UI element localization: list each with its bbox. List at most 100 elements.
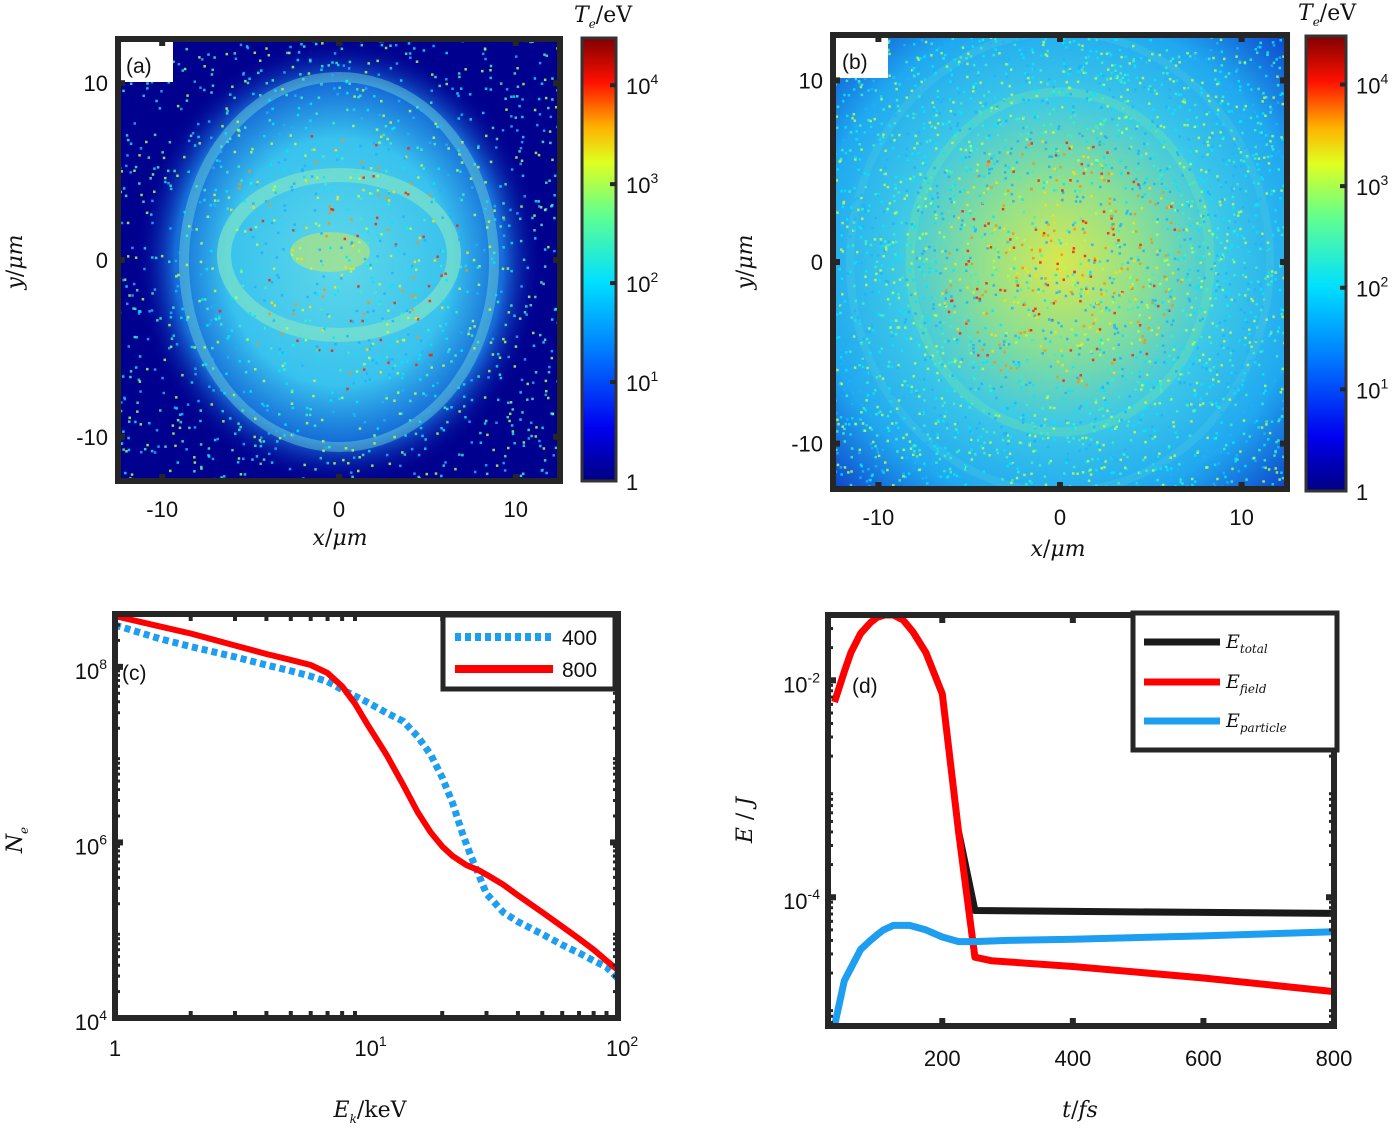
speckle [1015,280,1018,283]
speckle [304,179,308,182]
speckle [393,399,396,402]
speckle [519,217,522,221]
speckle [1225,163,1229,166]
speckle [246,46,250,50]
speckle [375,143,378,147]
speckle [370,344,373,347]
speckle [855,250,859,254]
y-minor-tick [115,779,120,783]
speckle [972,343,975,347]
speckle [350,242,353,246]
speckle [1062,70,1065,73]
speckle [1238,85,1242,88]
speckle [1239,227,1242,231]
speckle [936,450,939,454]
colorbar-tick-label: 1 [626,470,638,495]
speckle [1168,354,1171,357]
speckle [131,246,134,250]
speckle [1080,342,1084,346]
speckle [1125,115,1128,119]
speckle [1259,243,1263,246]
speckle [529,421,533,425]
speckle [460,198,463,202]
speckle [392,190,395,194]
speckle [223,391,226,395]
speckle [248,77,251,81]
speckle [172,334,176,337]
speckle [895,240,898,244]
speckle [920,211,924,214]
speckle [901,276,904,279]
speckle [974,82,977,85]
speckle [1252,351,1256,355]
speckle [322,346,326,350]
speckle [428,299,432,303]
speckle [492,261,496,264]
speckle [934,269,938,273]
speckle [922,250,926,253]
y-minor-tick [828,711,833,715]
speckle [1042,124,1045,127]
speckle [1042,257,1045,261]
speckle [1177,377,1181,380]
speckle [981,201,985,205]
speckle [986,247,989,250]
speckle [198,56,201,59]
speckle [920,412,924,415]
speckle [302,477,305,478]
speckle [937,47,941,50]
speckle [273,313,276,317]
speckle [989,41,992,45]
speckle [1019,288,1023,291]
speckle [1028,329,1031,332]
x-tick-label: -10 [146,497,178,522]
speckle [913,74,916,77]
speckle [1030,461,1034,465]
speckle [879,168,883,172]
speckle [1025,138,1029,141]
speckle [1274,220,1277,223]
colorbar-tick-mark [610,380,616,385]
speckle [1149,87,1153,90]
speckle [1126,118,1130,122]
speckle [959,102,963,105]
speckle [1117,230,1120,233]
speckle [930,195,934,198]
speckle [545,181,548,184]
speckle [1087,55,1091,58]
speckle [1051,214,1055,217]
speckle [956,431,959,434]
speckle [1175,410,1179,413]
speckle [218,317,221,320]
speckle [933,126,937,129]
speckle [1168,96,1172,99]
speckle [1080,64,1083,68]
speckle [234,346,238,349]
speckle [884,172,888,176]
speckle [1150,241,1154,244]
speckle [371,342,375,346]
speckle [936,205,940,208]
speckle [198,142,201,145]
speckle [1176,279,1180,282]
speckle [414,294,417,297]
speckle [264,286,267,289]
speckle [181,69,184,72]
speckle [391,367,395,370]
speckle [313,148,316,151]
speckle [532,331,535,335]
speckle [1003,449,1006,452]
speckle [1180,149,1183,152]
speckle [1254,340,1258,343]
speckle [1076,179,1079,183]
speckle [262,379,266,383]
speckle [264,200,268,203]
speckle [874,89,878,92]
speckle [1121,76,1125,80]
speckle [322,449,325,453]
speckle [914,111,917,114]
speckle [1208,192,1212,196]
speckle [393,364,397,367]
speckle [519,391,522,394]
speckle [880,97,883,101]
